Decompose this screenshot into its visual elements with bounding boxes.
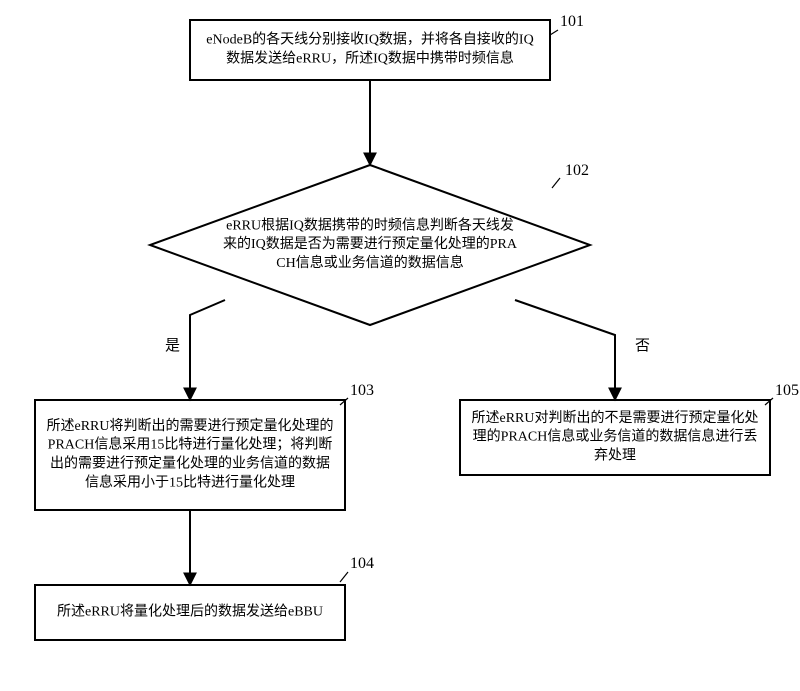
node-n103-line-3: 信息采用小于15比特进行量化处理 [85, 474, 295, 491]
node-n103-line-1: PRACH信息采用15比特进行量化处理；将判断 [48, 436, 333, 453]
label-n104: 104 [350, 555, 374, 572]
node-n105-line-2: 弃处理 [594, 448, 636, 464]
label-n105: 105 [775, 382, 799, 399]
node-n105-line-1: 理的PRACH信息或业务信道的数据信息进行丢 [473, 428, 758, 445]
label-n103: 103 [350, 382, 374, 399]
node-n105-line-0: 所述eRRU对判断出的不是需要进行预定量化处 [472, 410, 759, 426]
node-n103-line-2: 出的需要进行预定量化处理的业务信道的数据 [50, 456, 330, 472]
node-n104-line-0: 所述eRRU将量化处理后的数据发送给eBBU [57, 604, 323, 620]
node-n102-line-2: CH信息或业务信道的数据信息 [276, 254, 463, 271]
label-n102: 102 [565, 162, 589, 179]
node-n101-line-0: eNodeB的各天线分别接收IQ数据，并将各自接收的IQ [206, 31, 533, 48]
edge-2-label: 否 [635, 338, 650, 354]
edge-1-label: 是 [165, 338, 180, 354]
label-n101: 101 [560, 13, 584, 30]
node-n101-line-1: 数据发送给eRRU，所述IQ数据中携带时频信息 [226, 50, 514, 67]
node-n102-line-1: 来的IQ数据是否为需要进行预定量化处理的PRA [223, 236, 518, 252]
node-n103-line-0: 所述eRRU将判断出的需要进行预定量化处理的 [47, 418, 334, 434]
node-n102-line-0: eRRU根据IQ数据携带的时频信息判断各天线发 [226, 216, 514, 233]
